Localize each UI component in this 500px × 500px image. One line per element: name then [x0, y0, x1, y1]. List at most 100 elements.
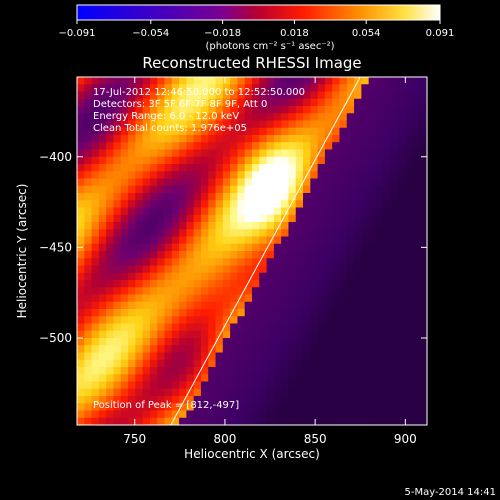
heatmap-cell [244, 91, 253, 100]
heatmap-cell [346, 149, 355, 158]
heatmap-cell [128, 316, 136, 325]
heatmap-cell [332, 207, 341, 216]
heatmap-cell [412, 280, 421, 288]
heatmap-cell [142, 417, 151, 425]
heatmap-cell [98, 388, 107, 397]
heatmap-cell [317, 156, 326, 165]
heatmap-cell [419, 127, 427, 136]
heatmap-cell [208, 200, 217, 209]
heatmap-cell [237, 309, 246, 317]
heatmap-cell [157, 185, 166, 194]
heatmap-cell [128, 301, 136, 310]
heatmap-cell [310, 417, 319, 425]
heatmap-cell [98, 330, 107, 339]
heatmap-cell [252, 222, 260, 230]
heatmap-cell [368, 417, 377, 425]
heatmap-cell [230, 156, 239, 165]
heatmap-cell [295, 338, 304, 346]
heatmap-cell [303, 98, 311, 107]
heatmap-cell [186, 294, 195, 303]
heatmap-cell [98, 98, 107, 107]
heatmap-cell [310, 294, 319, 303]
heatmap-cell [193, 287, 202, 296]
heatmap-cell [215, 171, 224, 180]
heatmap-cell [237, 280, 246, 288]
heatmap-cell [157, 417, 166, 425]
heatmap-cell [281, 127, 290, 136]
heatmap-cell [252, 164, 260, 172]
chart-title: Reconstructed RHESSI Image [142, 54, 361, 72]
heatmap-cell [368, 301, 377, 310]
heatmap-cell [77, 410, 85, 419]
heatmap-cell [149, 403, 158, 412]
heatmap-cell [383, 396, 392, 404]
heatmap-cell [317, 171, 326, 180]
heatmap-cell [332, 265, 341, 274]
heatmap-cell [252, 193, 260, 201]
heatmap-cell [222, 164, 231, 172]
heatmap-cell [106, 388, 115, 397]
heatmap-cell [106, 91, 115, 100]
heatmap-cell [84, 265, 93, 274]
heatmap-cell [332, 367, 341, 375]
heatmap-cell [288, 272, 297, 281]
heatmap-cell [237, 294, 246, 303]
heatmap-cell [186, 214, 195, 223]
heatmap-cell [208, 142, 217, 151]
heatmap-cell [324, 352, 333, 361]
heatmap-cell [157, 410, 166, 419]
heatmap-cell [98, 127, 107, 136]
heatmap-cell [215, 106, 224, 114]
heatmap-cell [128, 214, 136, 223]
heatmap-cell [186, 367, 195, 375]
heatmap-cell [346, 272, 355, 281]
heatmap-cell [230, 142, 239, 151]
heatmap-cell [120, 243, 129, 252]
heatmap-cell [149, 251, 158, 259]
heatmap-cell [383, 193, 392, 201]
heatmap-cell [273, 265, 282, 274]
heatmap-cell [113, 91, 122, 100]
heatmap-cell [375, 164, 384, 172]
heatmap-cell [186, 98, 195, 107]
heatmap-cell [91, 323, 100, 332]
heatmap-cell [215, 193, 224, 201]
heatmap-cell [354, 142, 362, 151]
heatmap-cell [222, 338, 231, 346]
heatmap-cell [281, 84, 290, 93]
heatmap-cell [273, 280, 282, 288]
heatmap-cell [208, 222, 217, 230]
heatmap-cell [412, 417, 421, 425]
heatmap-cell [193, 352, 202, 361]
heatmap-cell [230, 359, 239, 368]
heatmap-cell [157, 265, 166, 274]
heatmap-cell [419, 272, 427, 281]
heatmap-cell [368, 272, 377, 281]
heatmap-cell [390, 287, 399, 296]
heatmap-cell [179, 207, 187, 216]
heatmap-cell [77, 156, 85, 165]
heatmap-cell [237, 113, 246, 122]
heatmap-cell [222, 272, 231, 281]
heatmap-cell [142, 178, 151, 187]
heatmap-cell [354, 359, 362, 368]
heatmap-cell [179, 200, 187, 209]
heatmap-cell [390, 113, 399, 122]
heatmap-cell [208, 127, 217, 136]
heatmap-cell [186, 149, 195, 158]
heatmap-cell [332, 113, 341, 122]
heatmap-cell [179, 77, 187, 85]
heatmap-cell [171, 251, 180, 259]
heatmap-cell [171, 410, 180, 419]
heatmap-cell [252, 258, 260, 267]
heatmap-cell [237, 229, 246, 238]
heatmap-cell [266, 367, 275, 375]
heatmap-cell [179, 142, 187, 151]
heatmap-cell [324, 149, 333, 158]
heatmap-cell [303, 345, 311, 354]
heatmap-cell [397, 301, 406, 310]
heatmap-cell [120, 156, 129, 165]
heatmap-cell [266, 164, 275, 172]
heatmap-cell [215, 345, 224, 354]
heatmap-cell [208, 149, 217, 158]
